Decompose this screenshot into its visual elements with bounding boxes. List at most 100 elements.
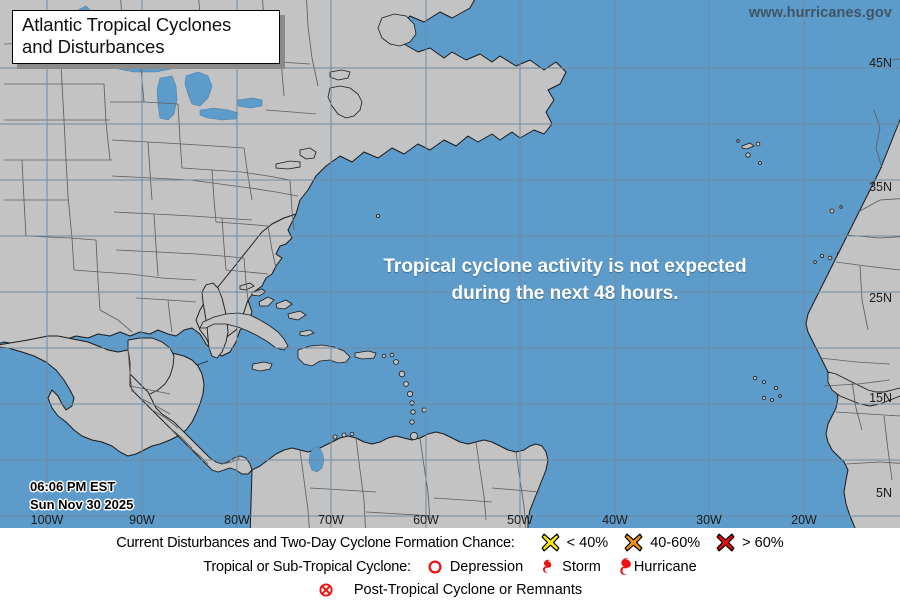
map-gridlines [0, 0, 900, 528]
landmass-canary-1 [820, 253, 825, 258]
border-africa-1 [873, 109, 883, 169]
landmass-jamaica [251, 361, 273, 372]
map-legend: Current Disturbances and Two-Day Cyclone… [0, 528, 900, 601]
lon-label-40w: 40W [602, 513, 628, 527]
map-title-line2: and Disturbances [22, 36, 165, 57]
lat-label-35n: 35N [869, 180, 892, 194]
landmass-guadeloupe [398, 370, 406, 378]
lake-maracaibo [308, 445, 325, 473]
legend-item-hurricane: Hurricane [617, 557, 697, 576]
south-america-borders [299, 437, 541, 528]
landmass-st-lucia [409, 400, 415, 406]
border-africa-4 [835, 261, 900, 271]
landmass-curacao [341, 432, 347, 438]
outlook-message-line2: during the next 48 hours. [451, 283, 679, 304]
landmass-bahamas-5 [239, 282, 255, 291]
landmass-canary-2 [827, 255, 833, 261]
landmass-aruba [332, 434, 338, 440]
lake-huron [184, 71, 213, 107]
landmass-grenada [409, 419, 415, 425]
legend-item-chance-low: < 40% [541, 533, 609, 552]
landmass-turks-caicos [299, 329, 315, 337]
lake-ontario [237, 97, 263, 109]
lon-label-100w: 100W [30, 513, 64, 527]
border-africa-11 [883, 415, 893, 481]
landmass-st-kitts [389, 352, 395, 358]
border-africa-6 [819, 357, 891, 365]
landmass-cape-verde-6 [778, 394, 782, 398]
border-africa-8 [851, 381, 863, 431]
landmass-barbados [421, 407, 427, 413]
landmass-antigua [393, 359, 399, 365]
landmass-cape-verde-2 [762, 380, 766, 384]
lat-label-45n: 45N [869, 56, 892, 70]
legend-item-post-tropical: Post-Tropical Cyclone or Remnants [318, 582, 582, 598]
landmass-canary-5 [813, 260, 817, 264]
border-africa-7 [823, 379, 891, 387]
lon-label-90w: 90W [129, 513, 155, 527]
post-tropical-circle-x-icon [318, 582, 334, 598]
landmass-cape-verde-1 [752, 375, 758, 381]
x-red-icon [716, 533, 735, 552]
map-title-box: Atlantic Tropical Cyclones and Disturban… [12, 10, 280, 64]
legend-item-chance-medium: 40-60% [624, 533, 700, 552]
border-iberia [891, 58, 900, 61]
landmass-newfoundland [377, 13, 417, 47]
landmass-azores-2 [755, 141, 761, 147]
landmass-cape-cod [299, 147, 317, 160]
landmass-prince-edward-island [329, 69, 351, 81]
landmass-azores-3 [745, 152, 751, 158]
outlook-message-line1: Tropical cyclone activity is not expecte… [383, 256, 747, 277]
landmass-bahamas-1 [258, 296, 275, 307]
depression-circle-icon [427, 559, 443, 575]
lon-label-60w: 60W [413, 513, 439, 527]
border-africa-5 [859, 265, 869, 331]
landmass-virgin-islands [381, 353, 387, 359]
atlantic-basin-map[interactable]: .land{fill:#c3c3c3;stroke:#1a1a1a;stroke… [0, 0, 900, 528]
landmass-madeira [829, 208, 835, 214]
legend-row-formation-chance: Current Disturbances and Two-Day Cyclone… [0, 528, 900, 555]
lon-label-80w: 80W [224, 513, 250, 527]
landmass-azores-5 [736, 139, 740, 143]
landmass-trinidad [409, 431, 418, 440]
legend-chance-high-text: > 60% [742, 534, 784, 551]
legend-chance-low-text: < 40% [566, 534, 609, 551]
legend-depression-text: Depression [449, 558, 524, 575]
x-orange-icon [624, 533, 643, 552]
lon-label-70w: 70W [318, 513, 344, 527]
legend-item-chance-high: > 60% [716, 533, 784, 552]
landmass-bahamas-2 [275, 299, 293, 310]
legend-hurricane-text: Hurricane [633, 558, 697, 575]
landmass-cape-verde-4 [761, 395, 767, 401]
legend-formation-chance-label: Current Disturbances and Two-Day Cyclone… [116, 534, 515, 551]
landmass-azores-1 [741, 142, 755, 150]
landmass-cuba [199, 312, 289, 351]
landmass-porto-santo [839, 205, 843, 209]
lon-label-20w: 20W [791, 513, 817, 527]
lake-michigan [156, 75, 178, 121]
landmass-azores-4 [758, 161, 762, 165]
lon-label-50w: 50W [507, 513, 533, 527]
lat-label-5n: 5N [876, 486, 892, 500]
landmass-st-vincent [410, 409, 416, 415]
lon-label-30w: 30W [696, 513, 722, 527]
legend-post-tropical-text: Post-Tropical Cyclone or Remnants [353, 581, 583, 598]
landmass-bermuda [375, 213, 380, 218]
x-yellow-icon [541, 533, 560, 552]
legend-row-post-tropical: Post-Tropical Cyclone or Remnants [0, 578, 900, 601]
map-title-line1: Atlantic Tropical Cyclones [22, 14, 232, 35]
landmass-cape-verde-3 [774, 385, 779, 390]
landmass-cape-verde-5 [770, 398, 774, 402]
landmass-bahamas-3 [287, 310, 307, 321]
landmass-martinique [406, 390, 413, 397]
outlook-message: Tropical cyclone activity is not expecte… [330, 253, 800, 307]
lake-erie [199, 107, 239, 121]
legend-chance-medium-text: 40-60% [650, 534, 701, 551]
legend-item-depression: Depression [427, 559, 523, 575]
map-graphic: .land{fill:#c3c3c3;stroke:#1a1a1a;stroke… [0, 0, 900, 528]
landmass-long-island [275, 160, 301, 170]
legend-storm-text: Storm [562, 558, 601, 575]
border-africa-3 [857, 198, 900, 213]
legend-row-cyclone-types: Tropical or Sub-Tropical Cyclone: Depres… [0, 555, 900, 578]
